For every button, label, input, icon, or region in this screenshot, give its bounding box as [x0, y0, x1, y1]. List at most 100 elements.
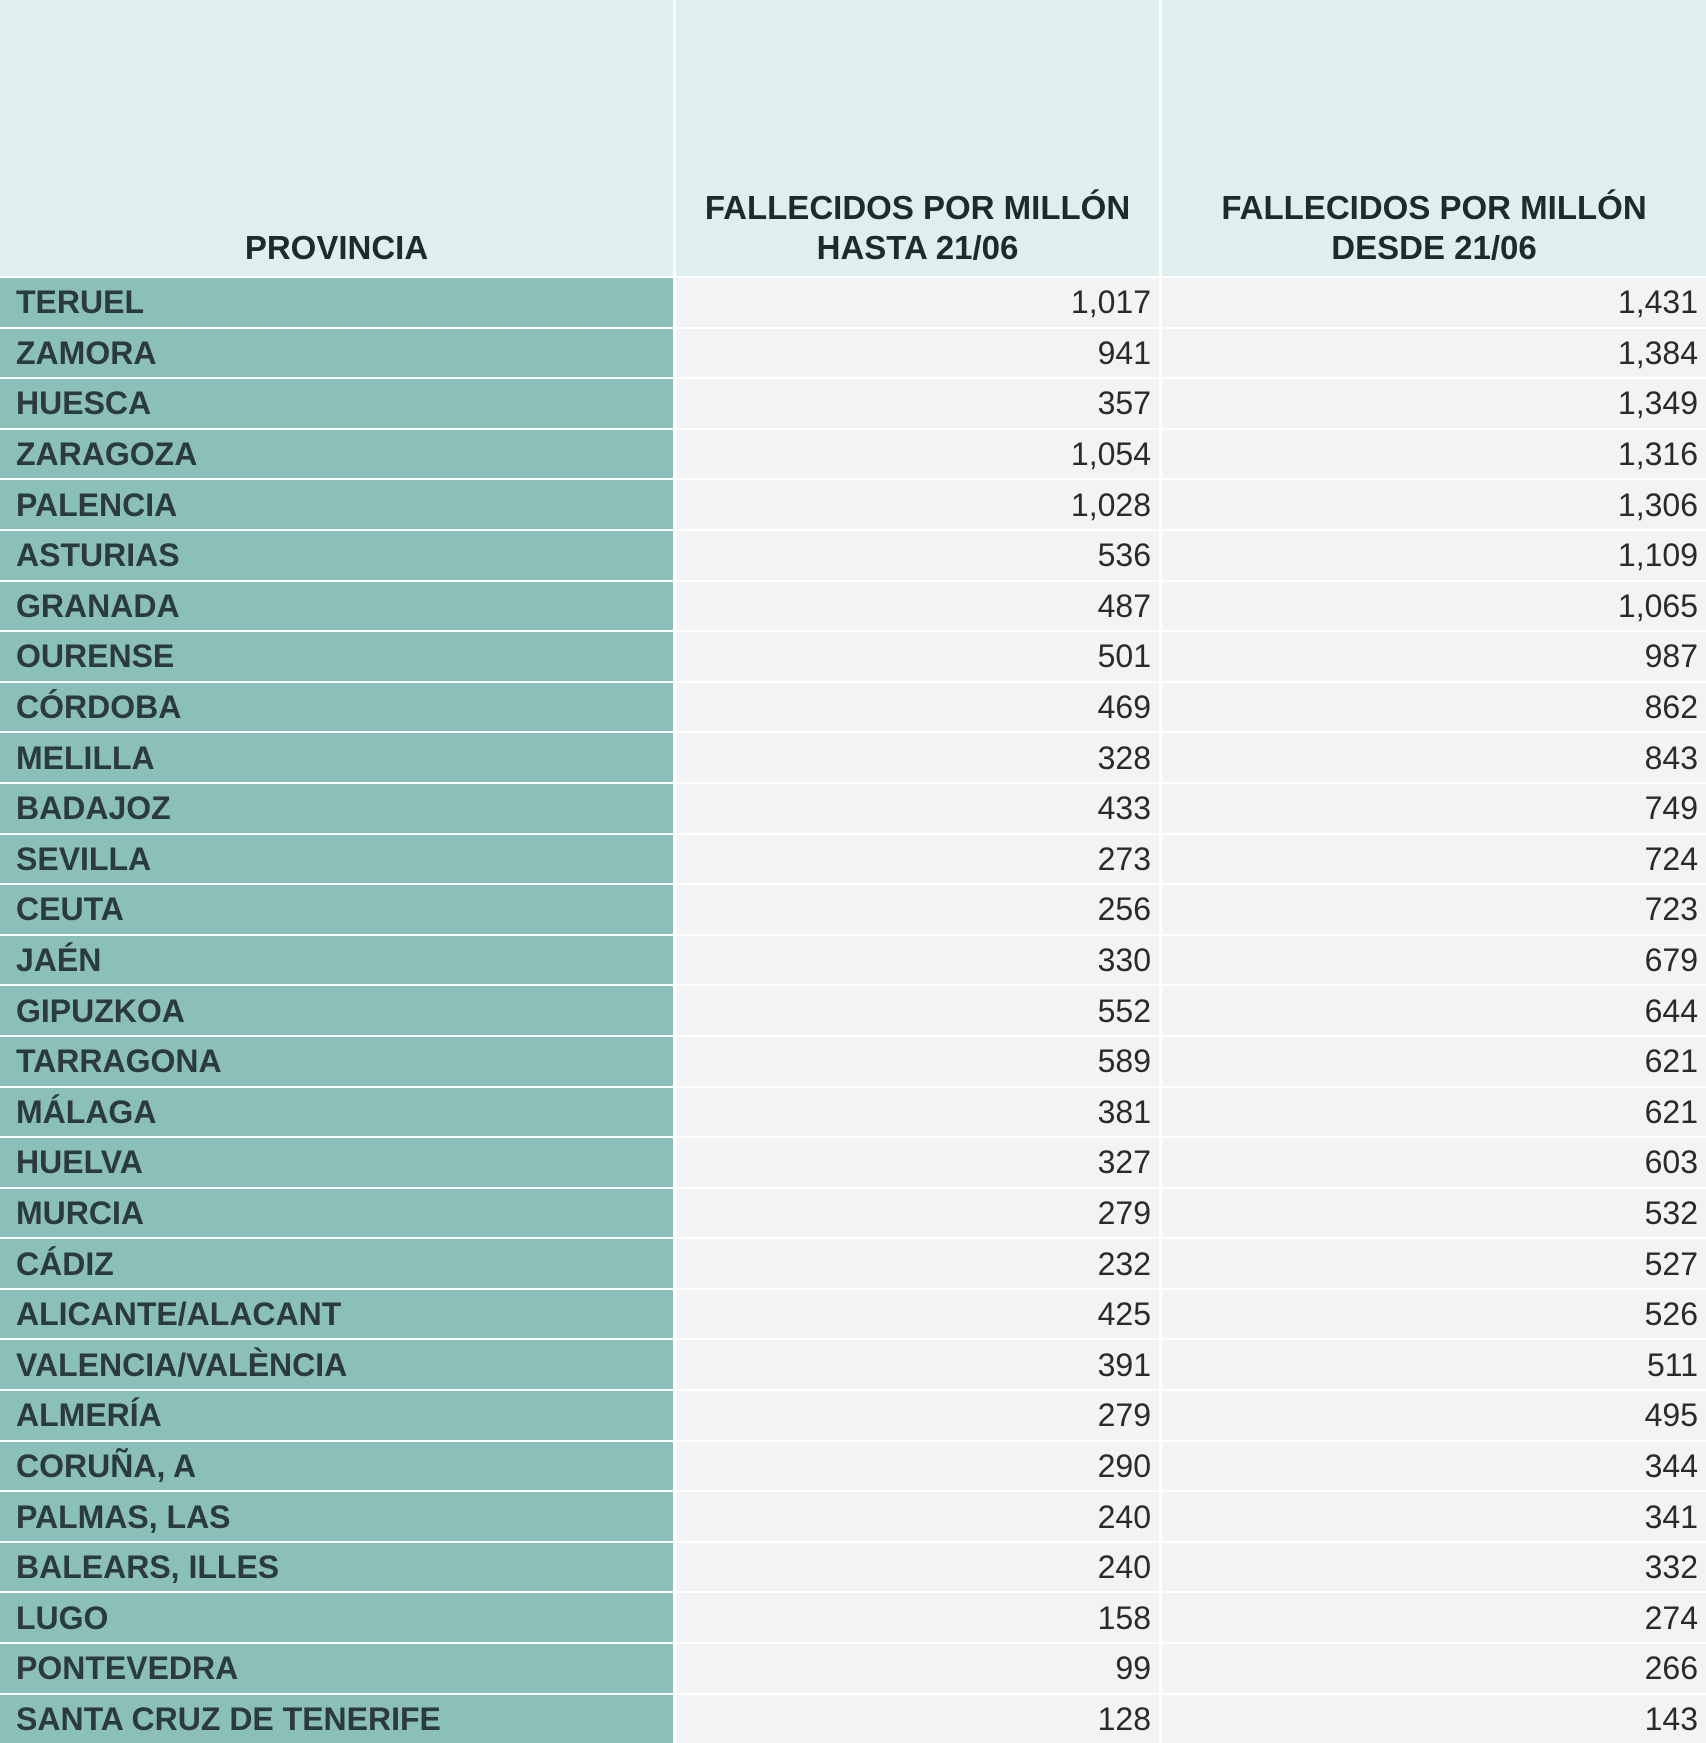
cell-desde: 1,431 [1162, 276, 1706, 327]
cell-desde: 344 [1162, 1439, 1706, 1491]
cell-hasta: 589 [676, 1034, 1162, 1086]
cell-provincia: SANTA CRUZ DE TENERIFE [0, 1692, 676, 1743]
table-row: ALICANTE/ALACANT 425 526 [0, 1287, 1706, 1339]
table-row: ZAMORA 941 1,384 [0, 326, 1706, 378]
cell-hasta: 328 [676, 731, 1162, 782]
cell-desde: 749 [1162, 781, 1706, 833]
cell-hasta: 469 [676, 680, 1162, 732]
cell-provincia: LUGO [0, 1591, 676, 1643]
cell-hasta: 1,028 [676, 478, 1162, 529]
cell-hasta: 391 [676, 1338, 1162, 1390]
cell-hasta: 240 [676, 1490, 1162, 1541]
table-row: CORUÑA, A 290 344 [0, 1439, 1706, 1491]
cell-desde: 511 [1162, 1338, 1706, 1390]
cell-provincia: GIPUZKOA [0, 984, 676, 1035]
table-row: PALENCIA 1,028 1,306 [0, 478, 1706, 529]
cell-provincia: JAÉN [0, 933, 676, 985]
table-row: ZARAGOZA 1,054 1,316 [0, 427, 1706, 479]
cell-desde: 143 [1162, 1692, 1706, 1743]
cell-hasta: 158 [676, 1591, 1162, 1643]
cell-desde: 1,065 [1162, 579, 1706, 631]
header-hasta: FALLECIDOS POR MILLÓN HASTA 21/06 [676, 0, 1162, 276]
cell-provincia: ASTURIAS [0, 528, 676, 580]
cell-hasta: 381 [676, 1085, 1162, 1137]
cell-desde: 527 [1162, 1237, 1706, 1288]
cell-provincia: HUESCA [0, 377, 676, 428]
table-row: CÓRDOBA 469 862 [0, 680, 1706, 732]
cell-hasta: 1,017 [676, 276, 1162, 327]
table-row: SEVILLA 273 724 [0, 832, 1706, 884]
cell-provincia: PALENCIA [0, 478, 676, 529]
cell-provincia: MÁLAGA [0, 1085, 676, 1137]
header-desde: FALLECIDOS POR MILLÓN DESDE 21/06 [1162, 0, 1706, 276]
cell-desde: 1,384 [1162, 326, 1706, 378]
cell-provincia: PONTEVEDRA [0, 1642, 676, 1693]
cell-hasta: 128 [676, 1692, 1162, 1743]
table-row: SANTA CRUZ DE TENERIFE 128 143 [0, 1692, 1706, 1743]
cell-desde: 843 [1162, 731, 1706, 782]
cell-provincia: TERUEL [0, 276, 676, 327]
cell-desde: 723 [1162, 883, 1706, 934]
table-row: VALENCIA/VALÈNCIA 391 511 [0, 1338, 1706, 1390]
cell-desde: 621 [1162, 1034, 1706, 1086]
table-row: LUGO 158 274 [0, 1591, 1706, 1643]
cell-hasta: 487 [676, 579, 1162, 631]
cell-desde: 862 [1162, 680, 1706, 732]
cell-desde: 679 [1162, 933, 1706, 985]
table-row: JAÉN 330 679 [0, 933, 1706, 985]
table-row: GRANADA 487 1,065 [0, 579, 1706, 631]
cell-desde: 341 [1162, 1490, 1706, 1541]
cell-hasta: 279 [676, 1389, 1162, 1440]
cell-provincia: BADAJOZ [0, 781, 676, 833]
table-body: TERUEL 1,017 1,431 ZAMORA 941 1,384 HUESCA 357 1… [0, 276, 1706, 1743]
table-row: ASTURIAS 536 1,109 [0, 528, 1706, 580]
table-row: HUESCA 357 1,349 [0, 377, 1706, 428]
table-row: ALMERÍA 279 495 [0, 1389, 1706, 1440]
table-row: BALEARS, ILLES 240 332 [0, 1540, 1706, 1592]
cell-provincia: TARRAGONA [0, 1034, 676, 1086]
cell-desde: 1,109 [1162, 528, 1706, 580]
cell-provincia: ALICANTE/ALACANT [0, 1287, 676, 1339]
cell-hasta: 536 [676, 528, 1162, 580]
cell-desde: 526 [1162, 1287, 1706, 1339]
cell-desde: 987 [1162, 630, 1706, 681]
cell-desde: 621 [1162, 1085, 1706, 1137]
cell-hasta: 279 [676, 1186, 1162, 1238]
cell-provincia: CÁDIZ [0, 1237, 676, 1288]
cell-provincia: OURENSE [0, 630, 676, 681]
cell-desde: 644 [1162, 984, 1706, 1035]
cell-provincia: PALMAS, LAS [0, 1490, 676, 1541]
table-row: TARRAGONA 589 621 [0, 1034, 1706, 1086]
cell-desde: 1,316 [1162, 427, 1706, 479]
cell-hasta: 357 [676, 377, 1162, 428]
cell-desde: 274 [1162, 1591, 1706, 1643]
header-row: PROVINCIA FALLECIDOS POR MILLÓN HASTA 21… [0, 0, 1706, 276]
cell-desde: 603 [1162, 1136, 1706, 1187]
table-row: MÁLAGA 381 621 [0, 1085, 1706, 1137]
cell-provincia: MURCIA [0, 1186, 676, 1238]
cell-provincia: ZARAGOZA [0, 427, 676, 479]
cell-provincia: HUELVA [0, 1136, 676, 1187]
table-row: MURCIA 279 532 [0, 1186, 1706, 1238]
table-row: PONTEVEDRA 99 266 [0, 1642, 1706, 1693]
cell-hasta: 327 [676, 1136, 1162, 1187]
cell-provincia: CORUÑA, A [0, 1439, 676, 1491]
table-row: TERUEL 1,017 1,431 [0, 276, 1706, 327]
cell-hasta: 501 [676, 630, 1162, 681]
cell-provincia: GRANADA [0, 579, 676, 631]
table-row: GIPUZKOA 552 644 [0, 984, 1706, 1035]
table-row: OURENSE 501 987 [0, 630, 1706, 681]
cell-hasta: 941 [676, 326, 1162, 378]
table-row: CEUTA 256 723 [0, 883, 1706, 934]
cell-desde: 724 [1162, 832, 1706, 884]
cell-hasta: 552 [676, 984, 1162, 1035]
table-row: BADAJOZ 433 749 [0, 781, 1706, 833]
cell-provincia: SEVILLA [0, 832, 676, 884]
cell-desde: 1,306 [1162, 478, 1706, 529]
cell-desde: 332 [1162, 1540, 1706, 1592]
cell-hasta: 433 [676, 781, 1162, 833]
cell-provincia: BALEARS, ILLES [0, 1540, 676, 1592]
cell-provincia: ZAMORA [0, 326, 676, 378]
